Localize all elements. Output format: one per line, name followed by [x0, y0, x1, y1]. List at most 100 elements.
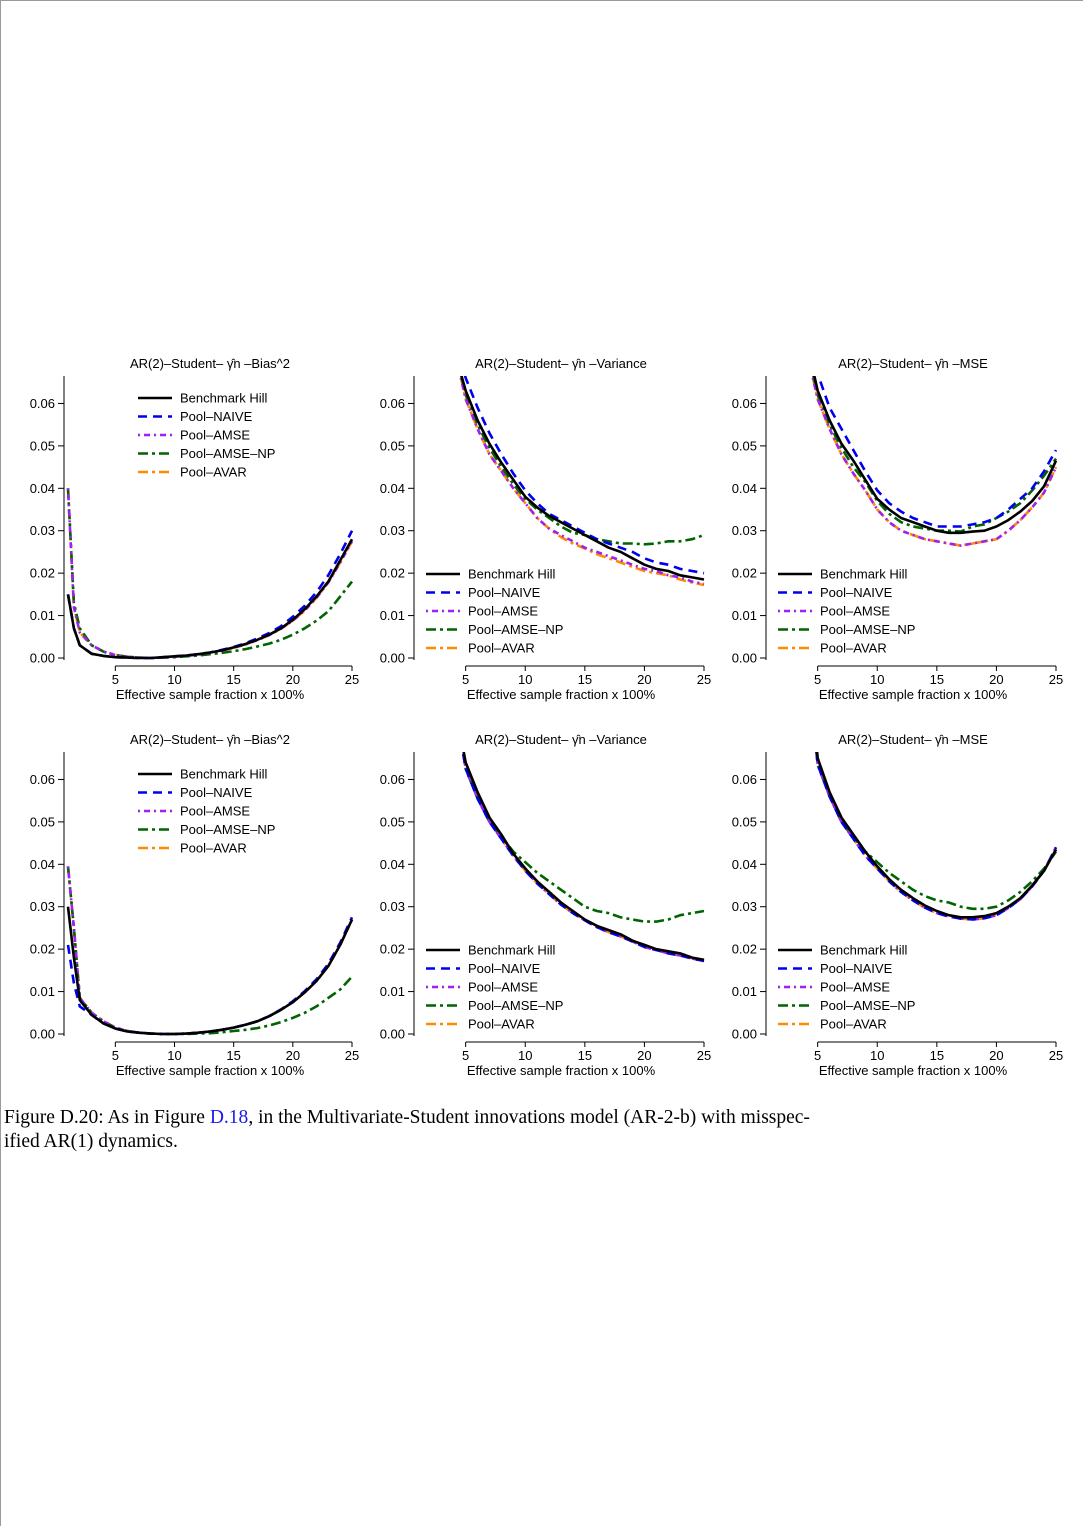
x-axis-label: Effective sample fraction x 100% — [819, 687, 1008, 702]
legend-label: Pool–AMSE — [820, 980, 890, 995]
series-line — [66, 906, 354, 1036]
x-tick-label: 5 — [112, 672, 119, 687]
y-tick-label: 0.05 — [380, 438, 405, 453]
series-group — [815, 752, 1058, 921]
y-tick-label: 0.00 — [30, 1027, 55, 1042]
y-tick-label: 0.06 — [380, 396, 405, 411]
chart-panel: AR(2)–Student– γ̂n –MSE 0.00 0.01 0.02 0.03 0… — [732, 356, 1064, 702]
legend-label: Pool–NAIVE — [468, 585, 541, 600]
legend-label: Pool–NAIVE — [468, 961, 541, 976]
series-group — [811, 376, 1058, 547]
x-tick-label: 10 — [870, 672, 884, 687]
y-tick-label: 0.03 — [30, 523, 55, 538]
series-line — [811, 377, 1058, 547]
chart-panel: AR(2)–Student– γ̂n –Variance 0.00 0.01 0.02… — [380, 732, 712, 1078]
y-tick-label: 0.04 — [30, 857, 55, 872]
legend-label: Benchmark Hill — [820, 943, 908, 958]
series-line — [66, 866, 353, 1036]
legend: Benchmark Hill Pool–NAIVE Pool–AMSE Pool–AM… — [426, 567, 563, 656]
series-line — [66, 866, 354, 1036]
chart-panel: AR(2)–Student– γ̂n –Bias^2 0.00 0.01 0.02 0.… — [30, 732, 360, 1078]
series-line — [462, 753, 705, 963]
series-line — [66, 488, 354, 660]
x-tick-label: 5 — [112, 1048, 119, 1063]
y-tick-label: 0.01 — [380, 984, 405, 999]
y-tick-label: 0.05 — [30, 438, 55, 453]
y-tick-label: 0.05 — [732, 438, 757, 453]
legend-label: Pool–AMSE–NP — [180, 446, 275, 461]
y-tick-label: 0.00 — [380, 1027, 405, 1042]
caption-figure-link[interactable]: D.18 — [209, 1107, 249, 1128]
y-tick-label: 0.02 — [732, 566, 757, 581]
x-tick-label: 25 — [697, 1048, 711, 1063]
legend: Benchmark Hill Pool–NAIVE Pool–AMSE Pool–AM… — [778, 567, 915, 656]
y-tick-label: 0.00 — [30, 651, 55, 666]
chart-title: AR(2)–Student– γ̂n –Variance — [475, 356, 647, 371]
y-tick-label: 0.06 — [30, 396, 55, 411]
legend-label: Pool–AMSE — [468, 980, 538, 995]
series-line — [66, 916, 354, 1036]
series-line — [815, 752, 1058, 911]
x-tick-label: 15 — [930, 1048, 944, 1063]
series-line — [66, 530, 354, 660]
y-tick-label: 0.04 — [380, 481, 405, 496]
x-tick-label: 20 — [989, 672, 1003, 687]
x-tick-label: 25 — [1049, 672, 1063, 687]
legend-label: Benchmark Hill — [468, 567, 556, 582]
legend-label: Pool–AMSE–NP — [820, 622, 915, 637]
series-line — [462, 753, 705, 963]
legend-label: Benchmark Hill — [180, 391, 268, 406]
y-tick-label: 0.02 — [30, 566, 55, 581]
y-tick-label: 0.00 — [732, 651, 757, 666]
legend-label: Benchmark Hill — [820, 567, 908, 582]
legend-label: Pool–AMSE–NP — [820, 998, 915, 1013]
y-tick-label: 0.01 — [30, 984, 55, 999]
legend-label: Pool–AVAR — [820, 641, 887, 656]
x-tick-label: 10 — [167, 672, 181, 687]
x-tick-label: 20 — [286, 672, 300, 687]
chart-title: AR(2)–Student– γ̂n –Bias^2 — [130, 356, 290, 371]
x-tick-label: 25 — [697, 672, 711, 687]
x-tick-label: 15 — [578, 1048, 592, 1063]
y-tick-label: 0.00 — [380, 651, 405, 666]
legend-label: Pool–AVAR — [180, 465, 247, 480]
series-group — [66, 866, 354, 1036]
legend-label: Pool–AMSE–NP — [180, 822, 275, 837]
x-tick-label: 5 — [462, 672, 469, 687]
x-tick-label: 20 — [637, 1048, 651, 1063]
x-tick-label: 20 — [637, 672, 651, 687]
y-tick-label: 0.01 — [380, 608, 405, 623]
y-tick-label: 0.05 — [732, 814, 757, 829]
legend-label: Pool–NAIVE — [180, 409, 253, 424]
series-line — [66, 488, 354, 660]
x-tick-label: 15 — [930, 672, 944, 687]
x-axis-label: Effective sample fraction x 100% — [116, 687, 305, 702]
y-tick-label: 0.04 — [30, 481, 55, 496]
x-tick-label: 15 — [578, 672, 592, 687]
series-line — [66, 538, 354, 660]
figure-caption: Figure D.20: As in Figure D.18, in the M… — [4, 1106, 1084, 1154]
y-tick-label: 0.01 — [732, 984, 757, 999]
series-line — [459, 377, 705, 586]
x-axis-label: Effective sample fraction x 100% — [819, 1063, 1008, 1078]
legend-label: Pool–AMSE–NP — [468, 998, 563, 1013]
y-tick-label: 0.01 — [732, 608, 757, 623]
series-line — [460, 376, 705, 581]
series-line — [66, 866, 354, 1036]
legend-label: Pool–NAIVE — [180, 785, 253, 800]
y-tick-label: 0.06 — [380, 772, 405, 787]
y-tick-label: 0.06 — [732, 396, 757, 411]
legend-label: Benchmark Hill — [468, 943, 556, 958]
x-tick-label: 20 — [286, 1048, 300, 1063]
legend-label: Benchmark Hill — [180, 767, 268, 782]
series-line — [460, 376, 705, 546]
chart-panel: AR(2)–Student– γ̂n –Variance 0.00 0.01 0.02… — [380, 356, 712, 702]
chart-title: AR(2)–Student– γ̂n –MSE — [838, 356, 988, 371]
y-tick-label: 0.00 — [732, 1027, 757, 1042]
caption-prefix: Figure D.20: As in Figure — [4, 1107, 210, 1128]
y-tick-label: 0.03 — [380, 899, 405, 914]
legend: Benchmark Hill Pool–NAIVE Pool–AMSE Pool–AM… — [138, 767, 275, 856]
series-line — [66, 488, 354, 660]
y-tick-label: 0.05 — [30, 814, 55, 829]
